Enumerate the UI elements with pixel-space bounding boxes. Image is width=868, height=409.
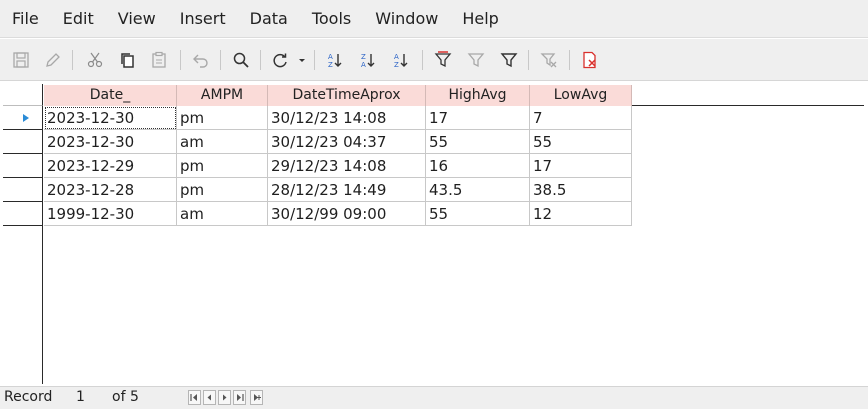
grid-corner	[3, 84, 43, 106]
toolbar-separator	[569, 50, 570, 70]
menu-tools[interactable]: Tools	[311, 8, 352, 28]
table-cell[interactable]: 43.5	[426, 178, 530, 202]
menu-insert[interactable]: Insert	[179, 8, 226, 28]
table-cell[interactable]: 55	[426, 130, 530, 154]
autofilter-icon[interactable]	[430, 47, 456, 73]
table-cell[interactable]: pm	[177, 154, 268, 178]
table-cell[interactable]: pm	[177, 106, 268, 130]
column-header-datetimeaprox[interactable]: DateTimeAprox	[268, 85, 426, 106]
table-cell[interactable]: am	[177, 130, 268, 154]
table-cell[interactable]: 17	[530, 154, 632, 178]
remove-filter-icon[interactable]	[536, 47, 562, 73]
column-header-date[interactable]: Date_	[44, 85, 177, 106]
column-header-highavg[interactable]: HighAvg	[426, 85, 530, 106]
toolbar-separator	[260, 50, 261, 70]
column-header-lowavg[interactable]: LowAvg	[530, 85, 632, 106]
menu-help[interactable]: Help	[462, 8, 499, 28]
toolbar-separator	[220, 50, 221, 70]
svg-text:A: A	[328, 53, 333, 61]
copy-icon[interactable]	[114, 47, 140, 73]
header-divider	[632, 105, 864, 106]
row-header[interactable]	[3, 130, 43, 154]
svg-text:Z: Z	[328, 61, 333, 69]
menu-window[interactable]: Window	[375, 8, 439, 28]
new-record-icon[interactable]	[250, 390, 263, 405]
row-header[interactable]	[3, 178, 43, 202]
data-grid: Date_ AMPM DateTimeAprox HighAvg LowAvg …	[0, 84, 868, 386]
next-record-icon[interactable]	[218, 390, 231, 405]
table-cell[interactable]: 2023-12-30	[44, 106, 177, 130]
table-cell[interactable]: pm	[177, 178, 268, 202]
standard-filter-icon[interactable]	[463, 47, 489, 73]
svg-text:A: A	[361, 61, 366, 69]
row-header[interactable]	[3, 106, 43, 130]
table-cell[interactable]: 2023-12-29	[44, 154, 177, 178]
row-header[interactable]	[3, 202, 43, 226]
menu-edit[interactable]: Edit	[62, 8, 94, 28]
svg-text:Z: Z	[361, 53, 366, 61]
menu-data[interactable]: Data	[249, 8, 288, 28]
previous-record-icon[interactable]	[203, 390, 216, 405]
toolbar-separator	[180, 50, 181, 70]
save-icon[interactable]	[8, 47, 34, 73]
table-cell[interactable]: 55	[530, 130, 632, 154]
svg-text:Z: Z	[394, 61, 399, 69]
table-cell[interactable]: 17	[426, 106, 530, 130]
first-record-icon[interactable]	[188, 390, 201, 405]
table-cell[interactable]: 30/12/99 09:00	[268, 202, 426, 226]
undo-icon[interactable]	[188, 47, 214, 73]
table-cell[interactable]: 30/12/23 14:08	[268, 106, 426, 130]
record-label: Record	[4, 389, 53, 405]
table-cell[interactable]: 2023-12-28	[44, 178, 177, 202]
table-cell[interactable]: 28/12/23 14:49	[268, 178, 426, 202]
delete-record-icon[interactable]	[577, 47, 603, 73]
row-header-column	[3, 84, 43, 384]
table-cell[interactable]: 55	[426, 202, 530, 226]
menu-bar: File Edit View Insert Data Tools Window …	[0, 0, 868, 38]
last-record-icon[interactable]	[233, 390, 246, 405]
table-cell[interactable]: 1999-12-30	[44, 202, 177, 226]
table-cell[interactable]: 38.5	[530, 178, 632, 202]
table-cell[interactable]: 30/12/23 04:37	[268, 130, 426, 154]
table-cell[interactable]: am	[177, 202, 268, 226]
edit-icon[interactable]	[40, 47, 66, 73]
table-cell[interactable]: 29/12/23 14:08	[268, 154, 426, 178]
refresh-icon[interactable]	[268, 47, 310, 73]
cut-icon[interactable]	[82, 47, 108, 73]
table-cell[interactable]: 16	[426, 154, 530, 178]
menu-file[interactable]: File	[12, 8, 39, 28]
find-icon[interactable]	[228, 47, 254, 73]
row-header[interactable]	[3, 154, 43, 178]
table-cell[interactable]: 2023-12-30	[44, 130, 177, 154]
record-number-field[interactable]: 1	[76, 389, 85, 405]
record-navigation-bar: Record 1 of 5	[0, 386, 868, 409]
menu-view[interactable]: View	[117, 8, 156, 28]
current-row-icon	[23, 114, 29, 122]
paste-icon[interactable]	[146, 47, 172, 73]
toolbar-separator	[72, 50, 73, 70]
toolbar-separator	[422, 50, 423, 70]
filter-icon[interactable]	[496, 47, 522, 73]
table-cell[interactable]: 12	[530, 202, 632, 226]
toolbar-separator	[528, 50, 529, 70]
record-count-label: of 5	[112, 389, 139, 405]
toolbar-separator	[314, 50, 315, 70]
table-cell[interactable]: 7	[530, 106, 632, 130]
column-header-ampm[interactable]: AMPM	[177, 85, 268, 106]
svg-text:A: A	[394, 53, 399, 61]
